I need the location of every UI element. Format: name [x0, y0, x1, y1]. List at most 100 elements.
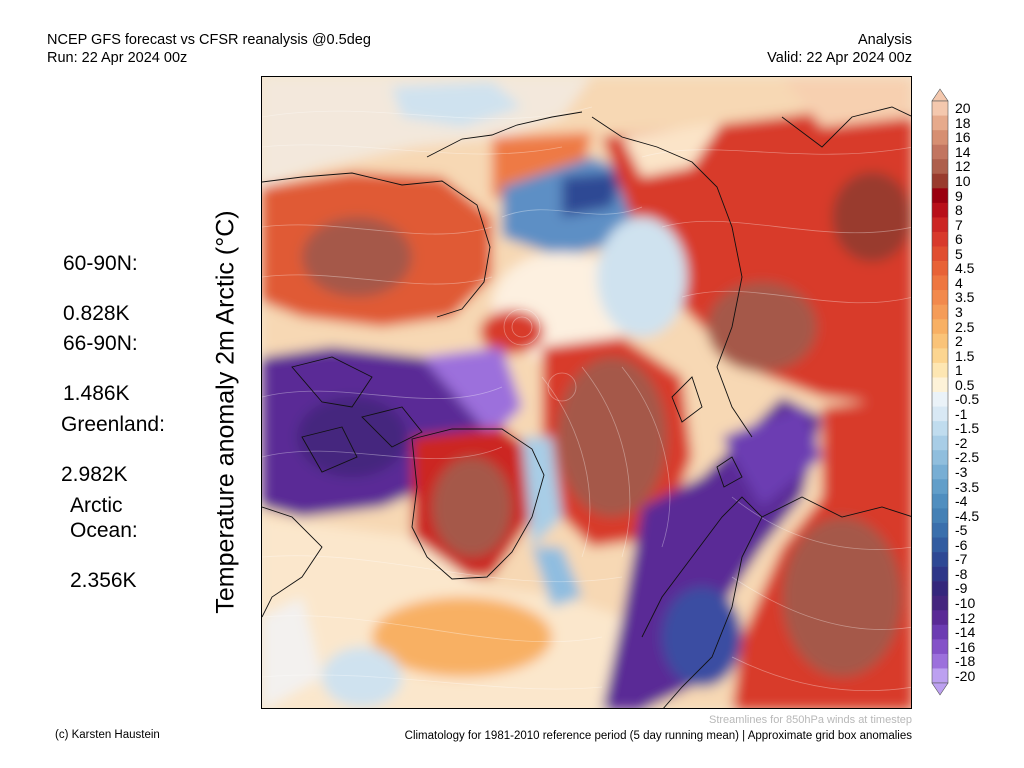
- colorbar-swatch: [932, 333, 948, 349]
- stat-value: 1.486K: [63, 382, 130, 405]
- anomaly-map: [261, 76, 912, 709]
- colorbar-max-arrow: [931, 88, 949, 102]
- stat-label: Arctic Ocean:: [70, 494, 138, 542]
- colorbar-swatch: [932, 508, 948, 524]
- colorbar-tick-label: 12: [955, 158, 971, 175]
- streamline-note: Streamlines for 850hPa winds at timestep: [709, 714, 912, 726]
- colorbar-swatch: [932, 319, 948, 335]
- colorbar-tick-label: -9: [955, 580, 968, 597]
- colorbar-swatch: [932, 537, 948, 553]
- colorbar-swatch: [932, 377, 948, 393]
- colorbar-tick-label: -0.5: [955, 391, 980, 408]
- colorbar-tick-label: 7: [955, 216, 963, 233]
- colorbar-tick-label: 20: [955, 100, 971, 117]
- colorbar-tick-label: -4.5: [955, 507, 980, 524]
- colorbar-swatch: [932, 479, 948, 495]
- colorbar-axis-label: Temperature anomaly 2m Arctic (°C): [211, 210, 240, 614]
- credit: (c) Karsten Haustein: [55, 729, 160, 741]
- colorbar-swatch: [932, 522, 948, 538]
- colorbar-tick-label: 4: [955, 274, 963, 291]
- colorbar-swatch: [932, 246, 948, 262]
- colorbar-swatch: [932, 188, 948, 204]
- colorbar-tick-label: -18: [955, 653, 976, 670]
- colorbar-swatch: [932, 159, 948, 175]
- colorbar-swatch: [932, 362, 948, 378]
- colorbar-tick-label: -8: [955, 565, 968, 582]
- colorbar-tick-label: 18: [955, 114, 971, 131]
- colorbar-swatch: [932, 653, 948, 669]
- coastlines: [262, 106, 911, 708]
- colorbar-swatch: [932, 304, 948, 320]
- colorbar-swatch: [932, 130, 948, 145]
- colorbar-swatch: [932, 595, 948, 611]
- colorbar-swatch: [932, 552, 948, 567]
- colorbar-swatch: [932, 217, 948, 233]
- colorbar-swatch: [932, 566, 948, 582]
- colorbar-tick-label: 1.5: [955, 347, 975, 364]
- colorbar-tick-label: -12: [955, 609, 976, 626]
- map-title: NCEP GFS forecast vs CFSR reanalysis @0.…: [47, 32, 371, 48]
- stat-value: 2.356K: [70, 569, 137, 592]
- colorbar-tick-label: 9: [955, 187, 963, 204]
- stat-label: 60-90N:: [63, 252, 138, 275]
- colorbar: [931, 88, 949, 696]
- analysis-label: Analysis: [858, 32, 912, 48]
- anomaly-map-graphic: [262, 77, 911, 708]
- colorbar-swatch: [932, 421, 948, 436]
- colorbar-swatch: [932, 435, 948, 451]
- colorbar-tick-label: -5: [955, 522, 968, 539]
- colorbar-tick-label: -10: [955, 594, 976, 611]
- colorbar-tick-label: -6: [955, 536, 968, 553]
- colorbar-tick-label: -2.5: [955, 449, 980, 466]
- colorbar-swatch: [932, 144, 948, 160]
- colorbar-tick-label: -14: [955, 624, 976, 641]
- colorbar-tick-label: 8: [955, 202, 963, 219]
- colorbar-tick-label: 3.5: [955, 289, 975, 306]
- climatology-note: Climatology for 1981-2010 reference peri…: [404, 730, 912, 742]
- colorbar-tick-label: 3: [955, 303, 963, 320]
- colorbar-tick-label: -3: [955, 464, 968, 481]
- colorbar-swatch: [932, 275, 948, 291]
- colorbar-swatch: [932, 406, 948, 422]
- colorbar-tick-label: -16: [955, 638, 976, 655]
- colorbar-swatch: [932, 348, 948, 364]
- colorbar-tick-label: 2: [955, 333, 963, 350]
- colorbar-tick-label: 14: [955, 143, 971, 160]
- colorbar-tick-label: -1.5: [955, 420, 980, 437]
- stat-label: Greenland:: [61, 413, 165, 436]
- colorbar-swatch: [932, 639, 948, 655]
- colorbar-tick-label: -20: [955, 667, 976, 684]
- streamlines: [262, 106, 911, 692]
- valid-time: Valid: 22 Apr 2024 00z: [767, 50, 912, 66]
- colorbar-tick-label: 16: [955, 129, 971, 146]
- colorbar-swatch: [932, 261, 948, 276]
- colorbar-swatch: [932, 624, 948, 640]
- stat-value: 2.982K: [61, 463, 128, 486]
- colorbar-swatch: [932, 101, 948, 116]
- colorbar-tick-label: -3.5: [955, 478, 980, 495]
- stat-label: 66-90N:: [63, 332, 138, 355]
- colorbar-swatch: [932, 464, 948, 480]
- colorbar-tick-label: -4: [955, 493, 968, 510]
- colorbar-tick-label: 10: [955, 173, 971, 190]
- colorbar-swatch: [932, 450, 948, 466]
- colorbar-tick-label: -1: [955, 405, 968, 422]
- colorbar-swatch: [932, 115, 948, 131]
- stat-value: 0.828K: [63, 302, 130, 325]
- colorbar-swatch: [932, 202, 948, 218]
- colorbar-swatch: [932, 231, 948, 247]
- colorbar-tick-label: 5: [955, 245, 963, 262]
- stat-66-90n: 66-90N: 1.486K: [63, 306, 138, 431]
- colorbar-tick-label: 2.5: [955, 318, 975, 335]
- colorbar-swatch: [932, 493, 948, 509]
- colorbar-tick-label: 1: [955, 362, 963, 379]
- colorbar-swatch: [932, 173, 948, 189]
- colorbar-tick-label: 6: [955, 231, 963, 248]
- colorbar-tick-label: -2: [955, 434, 968, 451]
- colorbar-min-arrow: [931, 682, 949, 696]
- colorbar-swatch: [932, 581, 948, 596]
- colorbar-tick-label: 4.5: [955, 260, 975, 277]
- colorbar-tick-label: 0.5: [955, 376, 975, 393]
- run-time: Run: 22 Apr 2024 00z: [47, 50, 188, 66]
- colorbar-swatch: [932, 610, 948, 626]
